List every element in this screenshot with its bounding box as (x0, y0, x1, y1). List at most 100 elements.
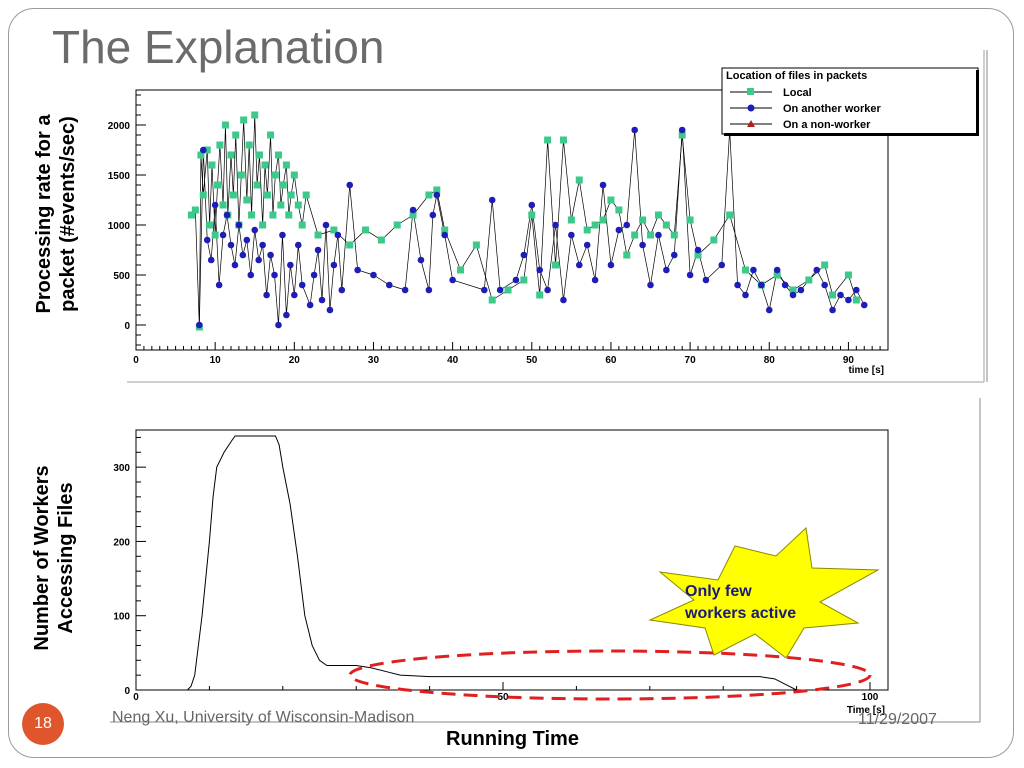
local-point (623, 251, 631, 259)
local-point (237, 171, 245, 179)
worker-point (773, 266, 781, 274)
x-tick-label: 100 (862, 692, 879, 703)
y-tick-label: 1000 (108, 221, 131, 232)
worker-point (639, 241, 646, 249)
local-point (607, 196, 615, 204)
worker-point (853, 286, 860, 294)
worker-point (346, 181, 354, 189)
worker-point (318, 296, 326, 304)
y-tick-label: 0 (124, 686, 130, 697)
local-point (232, 131, 240, 139)
chart1-y-axis-label-line2: packet (#events/sec) (57, 116, 79, 312)
worker-point (271, 271, 278, 279)
worker-point (235, 221, 243, 229)
worker-point (409, 206, 417, 214)
worker-point (267, 251, 274, 259)
local-point (409, 211, 417, 219)
local-point (290, 171, 298, 179)
chart1-y-axis-label-line1: Processing rate for a (33, 114, 55, 314)
worker-point (227, 241, 235, 249)
local-point (203, 146, 211, 154)
local-point (591, 221, 599, 229)
worker-point (845, 296, 852, 304)
worker-point (575, 261, 583, 269)
y-tick-label: 300 (113, 463, 130, 474)
callout-text-2: workers active (684, 605, 796, 622)
y-tick-label: 100 (113, 612, 130, 623)
chart2-x-axis-label: Time [s] (847, 705, 885, 716)
worker-point (291, 291, 298, 299)
worker-point (742, 291, 749, 299)
worker-point (694, 246, 702, 254)
local-point (647, 231, 655, 239)
local-point (197, 151, 205, 159)
worker-point (750, 266, 757, 274)
worker-point (607, 261, 615, 269)
worker-point (386, 281, 393, 289)
legend-nonworker-marker (747, 120, 755, 127)
worker-point (488, 196, 496, 204)
local-point (528, 211, 536, 219)
worker-point (702, 276, 710, 284)
local-point (670, 231, 678, 239)
local-point (245, 141, 253, 149)
worker-point (829, 306, 836, 314)
local-point (255, 151, 263, 159)
local-point (520, 276, 528, 284)
local-point (726, 211, 734, 219)
local-point (285, 211, 293, 219)
local-point (251, 111, 259, 119)
worker-point (263, 291, 270, 299)
worker-point (449, 276, 456, 284)
local-point (219, 201, 227, 209)
worker-point (536, 266, 544, 274)
local-point (274, 151, 282, 159)
local-point (742, 266, 750, 274)
local-point (694, 251, 702, 259)
local-point (544, 136, 552, 144)
footer-date: 11/29/2007 (858, 711, 937, 728)
chart1-legend: Location of files in packets Local On an… (721, 67, 979, 136)
local-point (686, 216, 694, 224)
worker-point (568, 231, 575, 239)
worker-point (211, 201, 219, 209)
worker-point (615, 226, 623, 234)
worker-point (441, 231, 449, 239)
local-point (567, 216, 575, 224)
legend-nonworker-label: On a non-worker (783, 119, 871, 131)
chart2-y-axis-label: Number of Workers Accessing Files (30, 448, 86, 668)
x-tick-label: 20 (289, 355, 301, 366)
footer-author: Neng Xu, University of Wisconsin-Madison (112, 709, 415, 726)
local-point (271, 171, 279, 179)
worker-point (275, 321, 282, 329)
worker-point (552, 221, 559, 229)
worker-point (480, 286, 488, 294)
worker-point (686, 271, 694, 279)
legend-local-marker (747, 88, 754, 95)
local-point (441, 226, 449, 234)
chart1-x-axis-label: time [s] (848, 365, 884, 376)
local-point (631, 231, 639, 239)
x-tick-label: 90 (843, 355, 855, 366)
worker-point (196, 321, 203, 329)
local-point (346, 241, 354, 249)
local-point (279, 181, 287, 189)
local-point (330, 226, 338, 234)
local-point (261, 161, 269, 169)
local-point (216, 141, 224, 149)
local-point (615, 206, 623, 214)
worker-point (283, 311, 290, 319)
worker-point (330, 261, 338, 269)
local-point (227, 151, 235, 159)
local-point (433, 186, 441, 194)
worker-point (310, 271, 318, 279)
worker-point (255, 256, 262, 264)
x-tick-label: 10 (210, 355, 222, 366)
idle-period-ellipse (348, 649, 872, 701)
worker-point (417, 256, 425, 264)
worker-point (623, 221, 631, 229)
local-point (844, 271, 852, 279)
worker-point (734, 281, 741, 289)
worker-point (765, 306, 773, 314)
series-line-1 (198, 129, 865, 326)
